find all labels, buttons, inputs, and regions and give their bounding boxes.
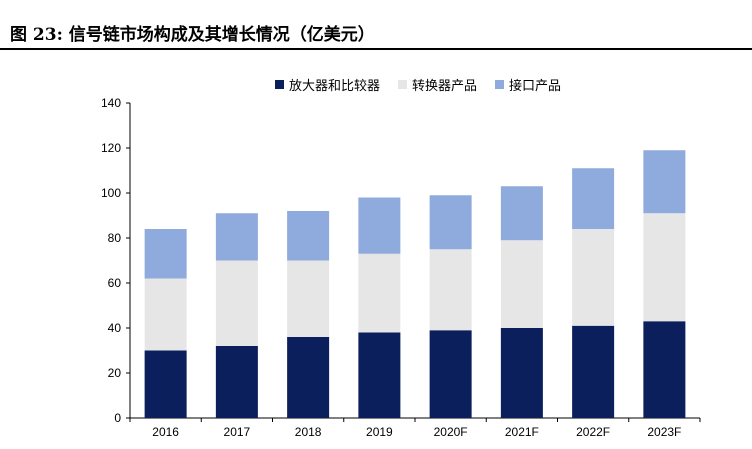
y-tick-label: 140	[101, 96, 121, 110]
bar-segment	[287, 211, 330, 261]
title-divider	[0, 48, 752, 50]
bar-segment	[429, 195, 472, 250]
bar-segment	[215, 260, 258, 346]
bar-segment	[643, 150, 686, 214]
bar-segment	[643, 213, 686, 322]
y-tick-label: 0	[114, 411, 121, 425]
bar-segment	[572, 325, 615, 418]
legend-label: 放大器和比较器	[289, 79, 381, 94]
bar-segment	[144, 229, 187, 279]
bar-segment	[215, 346, 258, 418]
bar-segment	[287, 337, 330, 418]
y-tick-label: 40	[108, 321, 122, 335]
bar-segment	[144, 350, 187, 418]
y-tick-label: 20	[108, 366, 122, 380]
legend-item: 接口产品	[495, 75, 561, 94]
bar-segment	[500, 240, 543, 328]
bar-segment	[500, 186, 543, 241]
chart-axes: 0 20 40 60 80 100 120 140 2016 2017 2018 2019 2020F 2…	[101, 96, 701, 439]
x-tick-label: 2022F	[576, 425, 610, 439]
legend-swatch	[398, 80, 408, 89]
x-tick-label: 2019	[366, 425, 393, 439]
y-tick-label: 120	[101, 141, 121, 155]
x-tick-label: 2017	[224, 425, 251, 439]
figure-title: 图 23: 信号链市场构成及其增长情况（亿美元）	[10, 25, 375, 45]
x-tick-label: 2018	[295, 425, 322, 439]
legend-label: 转换器产品	[412, 79, 478, 94]
y-tick-label: 60	[108, 276, 122, 290]
legend-swatch	[495, 80, 505, 89]
bar-segment	[358, 332, 401, 418]
x-tick-label: 2023F	[647, 425, 681, 439]
bar-segment	[572, 168, 615, 229]
legend-label: 接口产品	[509, 79, 562, 94]
y-tick-label: 80	[108, 231, 122, 245]
figure-header: 图 23: 信号链市场构成及其增长情况（亿美元）	[0, 0, 752, 50]
bar-segment	[643, 321, 686, 418]
legend-swatch	[275, 80, 284, 89]
bar-segment	[358, 197, 401, 254]
x-tick-label: 2021F	[505, 425, 539, 439]
bar-segment	[429, 330, 472, 418]
legend-item: 转换器产品	[398, 75, 477, 94]
x-tick-label: 2020F	[434, 425, 468, 439]
legend-item: 放大器和比较器	[275, 75, 380, 94]
bar-segment	[358, 253, 401, 333]
chart-legend: 放大器和比较器 转换器产品 接口产品	[275, 75, 561, 94]
y-tick-label: 100	[101, 186, 121, 200]
bar-segment	[429, 249, 472, 331]
bar-segment	[572, 229, 615, 326]
bar-segment	[144, 278, 187, 351]
bar-segment	[500, 328, 543, 418]
bar-segment	[287, 260, 330, 337]
x-tick-label: 2016	[152, 425, 179, 439]
bar-segment	[215, 213, 258, 261]
chart-bars	[144, 150, 686, 418]
